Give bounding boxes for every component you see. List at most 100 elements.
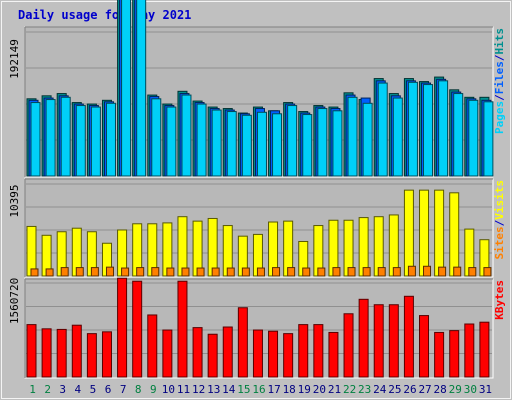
day-label-17: 17: [267, 383, 280, 396]
kbytes-panel: 1560720 KBytes: [8, 277, 506, 379]
bar-sites-4: [75, 267, 84, 277]
bar-sites-24: [377, 267, 386, 277]
day-label-8: 8: [135, 383, 142, 396]
bar-visits-29: [449, 192, 460, 277]
bar-visits-27: [419, 189, 430, 277]
bar-kbytes-1: [26, 324, 37, 378]
bar-visits-13: [207, 217, 218, 277]
bar-pages-22: [347, 96, 358, 177]
day-label-26: 26: [403, 383, 416, 396]
bar-pages-15: [241, 114, 252, 177]
bar-kbytes-21: [328, 331, 339, 378]
bar-sites-31: [483, 267, 492, 277]
bar-kbytes-26: [403, 295, 414, 378]
bar-sites-25: [392, 267, 401, 277]
hits-panel-legend-item-3: /: [493, 54, 506, 61]
bar-pages-24: [377, 82, 388, 177]
bar-sites-10: [166, 267, 175, 277]
hits-panel-legend-item-2: Files: [493, 61, 506, 94]
bar-sites-21: [332, 267, 341, 277]
bar-sites-12: [196, 267, 205, 277]
day-axis: 1 2 3 4 5 6 7 8 9 10 11 12 13 14 15 16 17 18 19 20 21 22 23 24 2…: [29, 383, 492, 396]
day-label-29: 29: [449, 383, 462, 396]
day-label-11: 11: [177, 383, 190, 396]
visits-panel-legend-item-1: /: [493, 219, 506, 226]
bar-kbytes-20: [313, 324, 324, 378]
bar-kbytes-7: [117, 277, 128, 378]
bar-kbytes-12: [192, 327, 203, 378]
day-label-27: 27: [418, 383, 431, 396]
bar-pages-10: [166, 106, 177, 177]
kbytes-panel-legend: KBytes: [493, 280, 506, 320]
bar-kbytes-27: [419, 315, 430, 378]
bar-sites-28: [438, 266, 447, 277]
bar-kbytes-14: [222, 326, 233, 378]
bar-sites-5: [90, 267, 99, 277]
bar-sites-29: [453, 266, 462, 277]
day-label-7: 7: [120, 383, 127, 396]
day-label-6: 6: [105, 383, 112, 396]
bar-pages-9: [151, 98, 162, 177]
day-label-28: 28: [434, 383, 447, 396]
bar-pages-30: [468, 99, 479, 177]
bar-kbytes-13: [207, 333, 218, 378]
bar-kbytes-3: [56, 328, 67, 378]
bar-pages-19: [302, 114, 313, 177]
bar-pages-25: [392, 97, 403, 177]
bar-pages-18: [287, 105, 298, 177]
day-label-18: 18: [283, 383, 296, 396]
bar-sites-13: [211, 267, 220, 277]
hits-panel-legend-item-1: /: [493, 94, 506, 101]
day-label-2: 2: [44, 383, 51, 396]
day-label-15: 15: [237, 383, 250, 396]
day-label-5: 5: [90, 383, 97, 396]
day-label-16: 16: [252, 383, 265, 396]
day-label-23: 23: [358, 383, 371, 396]
bar-kbytes-22: [343, 313, 354, 378]
bar-pages-26: [407, 81, 418, 177]
day-label-21: 21: [328, 383, 341, 396]
bar-kbytes-19: [298, 324, 309, 378]
bar-pages-8: [136, 0, 147, 177]
visits-panel-scale-label: 10395: [8, 184, 21, 217]
bar-sites-17: [272, 267, 281, 277]
bar-kbytes-2: [41, 328, 52, 378]
bar-kbytes-10: [162, 329, 173, 378]
day-label-25: 25: [388, 383, 401, 396]
bar-kbytes-9: [147, 314, 158, 378]
day-label-31: 31: [479, 383, 492, 396]
bar-kbytes-4: [71, 324, 82, 378]
bar-visits-25: [388, 214, 399, 277]
bar-kbytes-29: [449, 330, 460, 378]
bar-sites-15: [241, 267, 250, 277]
bar-kbytes-31: [479, 321, 490, 378]
bar-kbytes-5: [86, 333, 97, 378]
bar-pages-1: [30, 102, 41, 177]
bar-visits-26: [403, 189, 414, 277]
bar-sites-6: [105, 266, 114, 277]
bar-kbytes-30: [464, 323, 475, 378]
bar-sites-26: [407, 265, 416, 277]
kbytes-panel-scale-label: 1560720: [8, 278, 21, 324]
bar-kbytes-25: [388, 304, 399, 378]
bar-sites-8: [136, 267, 145, 277]
bar-pages-14: [226, 111, 237, 177]
visits-panel-legend-item-0: Sites: [493, 226, 506, 259]
bar-pages-12: [196, 103, 207, 177]
day-label-9: 9: [150, 383, 157, 396]
bar-sites-1: [30, 268, 39, 277]
hits-panel-scale-label: 192149: [8, 39, 21, 79]
bar-pages-7: [121, 0, 132, 177]
bar-pages-23: [362, 102, 373, 177]
chart-panels: 192149Pages/Files/Hits10395Sites/Visits1…: [8, 0, 506, 379]
bar-sites-11: [181, 267, 190, 277]
day-label-13: 13: [207, 383, 220, 396]
bar-sites-22: [347, 267, 356, 277]
day-label-22: 22: [343, 383, 356, 396]
bar-visits-28: [434, 189, 445, 277]
day-label-1: 1: [29, 383, 36, 396]
day-label-4: 4: [75, 383, 82, 396]
